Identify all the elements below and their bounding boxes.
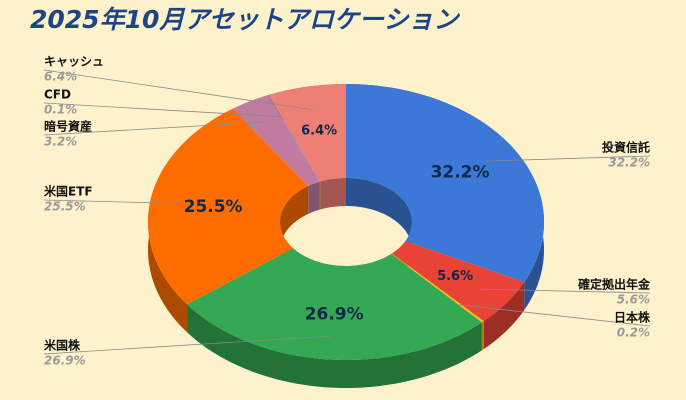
slice-side [187,304,482,388]
slice-label: 26.9% [305,304,364,324]
legend-label: 投資信託 [602,140,650,155]
legend-value: 0.1% [44,103,77,117]
slice [148,108,309,305]
legend-value: 5.6% [617,293,650,307]
legend-label: 米国株 [44,338,81,353]
leader-line [459,304,651,327]
legend-label: 暗号資産 [44,119,92,134]
leader-line [485,155,651,162]
slice [391,241,525,322]
legend-label: 米国ETF [44,184,93,199]
slice-inner-side [320,178,346,210]
legend-label: CFD [44,88,71,102]
leader-line [43,102,282,118]
legend-label: 日本株 [614,310,651,325]
leader-line [43,121,267,136]
slice [346,84,544,283]
leader-line [479,288,651,294]
chart-title: 2025年10月アセットアロケーション [30,5,460,34]
slice [268,84,346,182]
leader-line [43,335,332,355]
slice [232,95,320,186]
legend-value: 3.2% [44,135,77,149]
slice [187,248,482,360]
legend-value: 25.5% [44,200,86,214]
legend-label: 確定拠出年金 [578,277,651,292]
slice-inner-side [346,178,412,270]
legend-value: 26.9% [44,354,86,368]
slice-label: 25.5% [184,197,243,217]
slice-label: 32.2% [431,163,490,183]
slice-inner-side [308,181,320,214]
legend-value: 32.2% [608,156,650,170]
leader-line [43,199,184,204]
legend-value: 0.2% [617,326,650,340]
slice-label: 6.4% [301,124,337,139]
slice-label: 5.6% [437,269,473,284]
slice-side [483,282,525,350]
leader-line [43,69,314,111]
legend-label: キャッシュ [44,55,104,69]
legend-value: 6.4% [44,70,77,84]
slice-side [481,321,484,351]
